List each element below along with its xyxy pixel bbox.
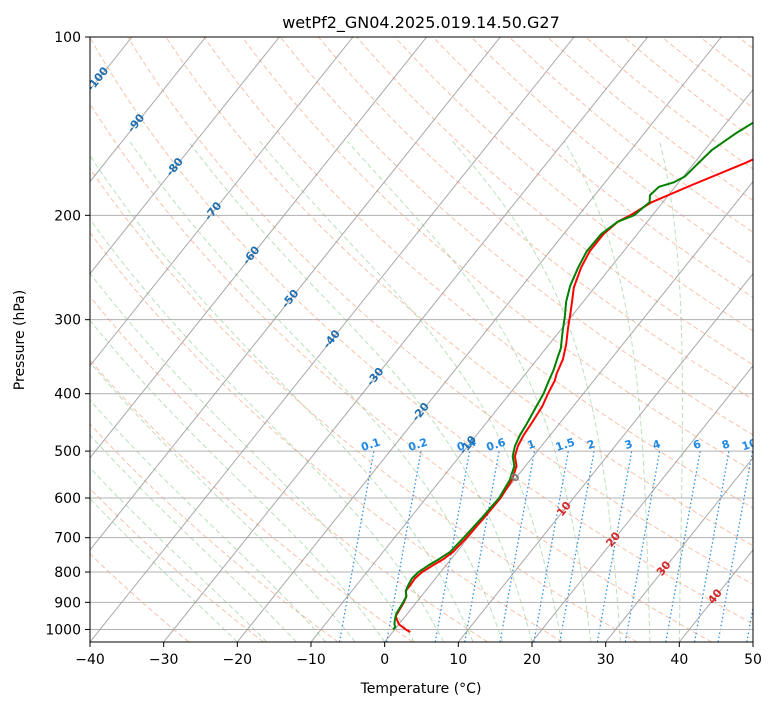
y-tick-label: 900 xyxy=(54,595,81,611)
mixing-ratio-line xyxy=(596,450,633,642)
x-tick-label: 30 xyxy=(597,652,615,668)
y-tick-label: 700 xyxy=(54,531,81,547)
mixing-ratio-line xyxy=(559,450,595,642)
dry-adiabat-line xyxy=(356,37,753,366)
dry-adiabat-line xyxy=(90,37,753,625)
mixing-ratio-label: 0.6 xyxy=(485,435,508,453)
dry-adiabat-line xyxy=(241,37,753,472)
y-axis-title: Pressure (hPa) xyxy=(12,290,28,390)
x-tick-label: −30 xyxy=(149,652,179,668)
isotherm-line xyxy=(531,364,753,642)
mixing-ratio-line xyxy=(693,450,730,642)
isotherm-line xyxy=(163,37,649,642)
dry-adiabat-line xyxy=(90,102,712,642)
mixing-ratio-line xyxy=(386,450,422,642)
dry-adiabat-line xyxy=(90,295,488,642)
x-tick-label: 50 xyxy=(744,652,762,668)
y-tick-label: 100 xyxy=(54,30,81,46)
dry-adiabat-line xyxy=(90,423,339,642)
isotherm-line xyxy=(310,88,753,642)
mixing-ratio-label: 3 xyxy=(623,437,634,452)
y-tick-label: 300 xyxy=(54,313,81,329)
mixing-ratio-line xyxy=(434,450,471,642)
mixing-ratio-label: 1.5 xyxy=(554,436,577,454)
isotherm-line xyxy=(457,272,753,642)
mixing-ratio-lines: 0.10.20.40.611.52346810131620253036 xyxy=(338,435,759,642)
temperature-profile-line xyxy=(394,158,753,633)
mixing-ratio-label: 0.1 xyxy=(359,436,382,454)
y-tick-label: 400 xyxy=(54,387,81,403)
plot-area: 0.10.20.40.611.52346810131620253036 -100… xyxy=(90,37,759,642)
dry-adiabat-line xyxy=(432,37,753,298)
x-axis: −40 −30 −20 −10 0 10 20 30 40 50 xyxy=(75,642,762,668)
mixing-ratio-label: 6 xyxy=(691,437,703,452)
x-tick-label: −10 xyxy=(296,652,326,668)
y-tick-label: 200 xyxy=(54,208,81,224)
isotherm-line xyxy=(90,37,280,275)
isotherm-line xyxy=(236,37,722,642)
mixing-ratio-line xyxy=(717,450,753,642)
dry-adiabat-line xyxy=(279,37,753,436)
y-axis: 100 200 300 400 500 600 700 800 900 1000 xyxy=(45,30,90,638)
sounding-profiles xyxy=(392,121,753,633)
x-tick-label: 40 xyxy=(670,652,688,668)
dry-adiabat-line xyxy=(394,37,753,332)
mixing-ratio-line xyxy=(533,450,569,642)
x-axis-title: Temperature (°C) xyxy=(360,681,482,697)
isotherm-line xyxy=(90,37,354,367)
dry-adiabat-line xyxy=(90,553,190,642)
mixing-ratio-label: 4 xyxy=(651,437,663,452)
isotherm-line xyxy=(90,37,501,551)
mixing-ratio-label: 8 xyxy=(720,437,731,452)
x-tick-label: 0 xyxy=(380,652,389,668)
mixing-ratio-label: 1 xyxy=(526,437,537,452)
mixing-ratio-label: 0.2 xyxy=(407,436,430,454)
dry-adiabat-line xyxy=(90,487,264,642)
mixing-ratio-line xyxy=(338,450,375,642)
y-tick-label: 1000 xyxy=(45,622,81,638)
dewpoint-profile-line xyxy=(392,121,753,631)
x-tick-label: 20 xyxy=(523,652,541,668)
chart-title: wetPf2_GN04.2025.019.14.50.G27 xyxy=(282,13,560,33)
dry-adiabat-line xyxy=(203,37,753,509)
mixing-ratio-line xyxy=(665,450,701,642)
plot-frame xyxy=(89,36,754,643)
y-tick-label: 800 xyxy=(54,565,81,581)
mixing-ratio-label: 10 xyxy=(740,436,759,453)
isotherm-line xyxy=(90,37,575,642)
isotherm-line xyxy=(90,37,428,459)
isotherm-line xyxy=(384,180,753,642)
mixing-ratio-line xyxy=(499,450,536,642)
dry-adiabat-line xyxy=(90,167,638,642)
x-tick-label: −40 xyxy=(75,652,105,668)
y-tick-label: 500 xyxy=(54,444,81,460)
x-tick-label: −20 xyxy=(223,652,253,668)
isotherm-line xyxy=(605,457,753,642)
skewed-isotherms xyxy=(90,37,753,642)
mixing-ratio-line xyxy=(464,450,500,642)
y-tick-label: 600 xyxy=(54,491,81,507)
x-tick-label: 10 xyxy=(449,652,467,668)
isotherm-line xyxy=(90,37,207,183)
mixing-ratio-label: 2 xyxy=(585,437,596,452)
